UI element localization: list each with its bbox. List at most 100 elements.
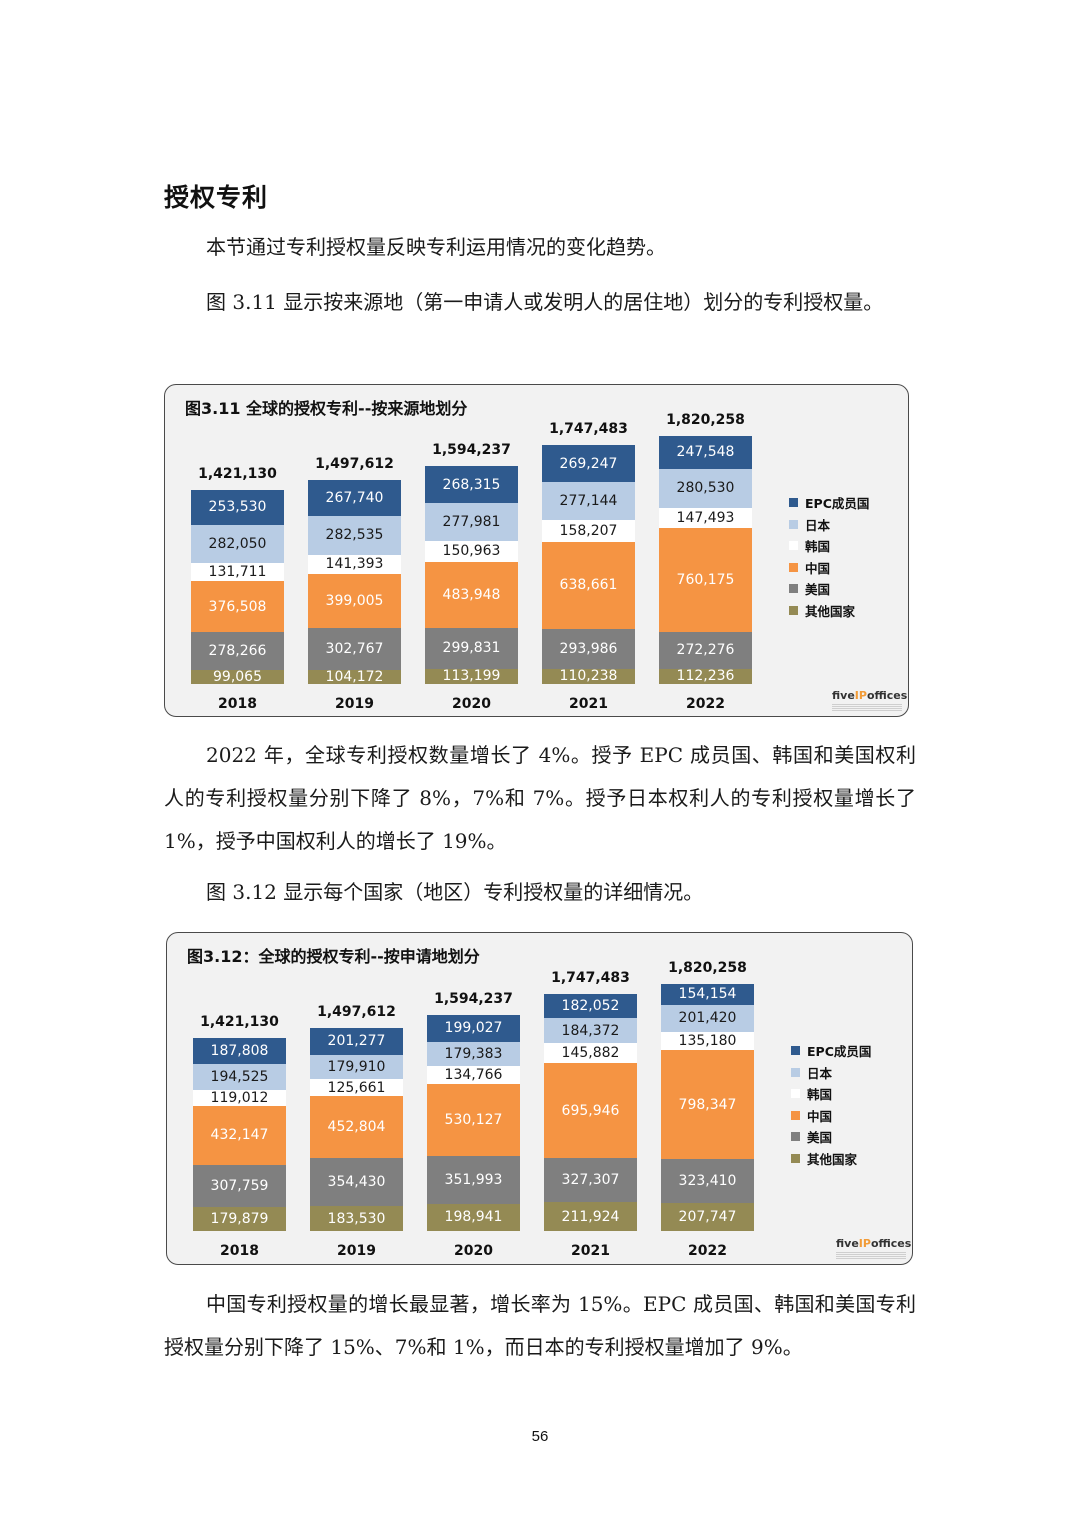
chart-fig-3-12: 图3.12：全球的授权专利--按申请地划分 179,879 307,759 432,… bbox=[166, 932, 913, 1265]
paragraph-fig312-intro: 图 3.12 显示每个国家（地区）专利授权量的详细情况。 bbox=[206, 880, 704, 904]
x-axis-label: 2020 bbox=[454, 1243, 493, 1259]
legend-swatch-icon bbox=[789, 562, 798, 572]
legend-label: 美国 bbox=[807, 1130, 833, 1146]
legend-label: 中国 bbox=[807, 1108, 833, 1124]
bar-segment: 247,548 bbox=[659, 435, 752, 470]
logo-subtext bbox=[836, 1252, 906, 1260]
legend-swatch-icon bbox=[789, 541, 798, 551]
bar-segment: 184,372 bbox=[544, 1018, 637, 1044]
legend-swatch-icon bbox=[791, 1153, 800, 1163]
bar-segment: 158,207 bbox=[542, 520, 635, 542]
bar-segment: 268,315 bbox=[425, 466, 518, 503]
bar-segment: 211,924 bbox=[544, 1202, 637, 1231]
paragraph-fig312-summary: 中国专利授权量的增长最显著，增长率为 15%。EPC 成员国、韩国和美国专利授权… bbox=[164, 1292, 916, 1359]
bar-segment: 432,147 bbox=[193, 1106, 286, 1165]
legend-item: 其他国家 bbox=[789, 600, 869, 622]
legend-swatch-icon bbox=[791, 1067, 800, 1077]
bar-total-label: 1,747,483 bbox=[551, 969, 630, 986]
bar-segment: 112,236 bbox=[659, 668, 752, 684]
bar-total-label: 1,594,237 bbox=[434, 990, 513, 1007]
legend-swatch-icon bbox=[789, 498, 798, 508]
bar-segment: 125,661 bbox=[310, 1079, 403, 1097]
x-axis-label: 2021 bbox=[569, 696, 608, 712]
legend-item: 韩国 bbox=[789, 535, 869, 557]
section-heading: 授权专利 bbox=[164, 183, 269, 212]
legend-swatch-icon bbox=[791, 1110, 800, 1120]
x-axis-label: 2022 bbox=[686, 696, 725, 712]
bar-segment: 351,993 bbox=[427, 1156, 520, 1204]
fiveipoffices-logo: fiveIPoffices bbox=[836, 1237, 911, 1260]
bar-segment: 760,175 bbox=[659, 527, 752, 632]
chart-title: 图3.11 全球的授权专利--按来源地划分 bbox=[185, 399, 468, 418]
paragraph-2022-summary: 2022 年，全球专利授权数量增长了 4%。授予 EPC 成员国、韩国和美国权利… bbox=[164, 743, 916, 853]
bar-segment: 280,530 bbox=[659, 469, 752, 508]
bar-segment: 119,012 bbox=[193, 1089, 286, 1107]
bar-total-label: 1,421,130 bbox=[200, 1014, 279, 1030]
bar-segment: 452,804 bbox=[310, 1096, 403, 1158]
bar-segment: 182,052 bbox=[544, 993, 637, 1019]
bar-segment: 293,986 bbox=[542, 628, 635, 669]
bar-segment: 399,005 bbox=[308, 573, 401, 629]
legend-item: 中国 bbox=[789, 557, 869, 579]
bar-segment: 198,941 bbox=[427, 1203, 520, 1231]
bar-total-label: 1,421,130 bbox=[198, 466, 277, 483]
bar-segment: 134,766 bbox=[427, 1065, 520, 1085]
chart-fig-3-11: 图3.11 全球的授权专利--按来源地划分 99,065 278,266 376,5… bbox=[164, 384, 909, 717]
bar-segment: 183,530 bbox=[310, 1206, 403, 1231]
logo-subtext bbox=[832, 704, 902, 712]
bar-total-label: 1,820,258 bbox=[666, 411, 745, 428]
bar-segment: 277,981 bbox=[425, 503, 518, 541]
bar-segment: 147,493 bbox=[659, 507, 752, 528]
legend-label: EPC成员国 bbox=[807, 1044, 872, 1060]
bar-segment: 113,199 bbox=[425, 668, 518, 684]
bar-segment: 145,882 bbox=[544, 1043, 637, 1064]
bar-segment: 798,347 bbox=[661, 1050, 754, 1159]
chart-legend: EPC成员国 日本 韩国 中国 美国 其他国家 bbox=[789, 492, 869, 621]
bar-total-label: 1,497,612 bbox=[317, 1003, 396, 1020]
bar-segment: 131,711 bbox=[191, 563, 284, 582]
bar-segment: 179,879 bbox=[193, 1206, 286, 1231]
chart-legend: EPC成员国 日本 韩国 中国 美国 其他国家 bbox=[791, 1040, 871, 1169]
bar-segment: 530,127 bbox=[427, 1084, 520, 1157]
legend-label: 韩国 bbox=[807, 1087, 833, 1103]
bar-segment: 272,276 bbox=[659, 631, 752, 669]
legend-item: EPC成员国 bbox=[791, 1040, 871, 1062]
bar-segment: 179,910 bbox=[310, 1054, 403, 1080]
x-axis-label: 2021 bbox=[571, 1243, 610, 1259]
bar-segment: 135,180 bbox=[661, 1032, 754, 1051]
fiveipoffices-logo: fiveIPoffices bbox=[832, 689, 907, 712]
x-axis-label: 2020 bbox=[452, 696, 491, 712]
bar-segment: 695,946 bbox=[544, 1063, 637, 1158]
bar-segment: 104,172 bbox=[308, 669, 401, 684]
bar-segment: 354,430 bbox=[310, 1157, 403, 1207]
bar-total-label: 1,820,258 bbox=[668, 959, 747, 976]
bar-segment: 299,831 bbox=[425, 627, 518, 669]
bar-segment: 201,277 bbox=[310, 1027, 403, 1055]
paragraph-intro: 本节通过专利授权量反映专利运用情况的变化趋势。 bbox=[206, 235, 666, 259]
bar-segment: 253,530 bbox=[191, 490, 284, 525]
legend-item: EPC成员国 bbox=[789, 492, 869, 514]
paragraph-fig311-intro: 图 3.11 显示按来源地（第一申请人或发明人的居住地）划分的专利授权量。 bbox=[206, 290, 884, 314]
legend-swatch-icon bbox=[791, 1046, 800, 1056]
legend-item: 美国 bbox=[791, 1126, 871, 1148]
bar-segment: 327,307 bbox=[544, 1157, 637, 1203]
legend-item: 日本 bbox=[789, 514, 869, 536]
legend-label: 韩国 bbox=[805, 539, 831, 555]
page-number: 56 bbox=[531, 1428, 549, 1445]
legend-item: 中国 bbox=[791, 1105, 871, 1127]
bar-segment: 323,410 bbox=[661, 1158, 754, 1203]
legend-label: 中国 bbox=[805, 560, 831, 576]
bar-segment: 483,948 bbox=[425, 561, 518, 628]
bar-segment: 99,065 bbox=[191, 670, 284, 684]
legend-label: 日本 bbox=[807, 1065, 833, 1081]
legend-swatch-icon bbox=[791, 1132, 800, 1142]
bar-segment: 302,767 bbox=[308, 628, 401, 670]
bar-segment: 269,247 bbox=[542, 445, 635, 483]
x-axis-label: 2019 bbox=[335, 696, 374, 712]
bar-segment: 282,050 bbox=[191, 524, 284, 564]
bar-segment: 194,525 bbox=[193, 1063, 286, 1090]
bar-segment: 638,661 bbox=[542, 541, 635, 629]
bar-segment: 207,747 bbox=[661, 1202, 754, 1231]
bar-segment: 278,266 bbox=[191, 632, 284, 671]
bar-segment: 179,383 bbox=[427, 1041, 520, 1066]
